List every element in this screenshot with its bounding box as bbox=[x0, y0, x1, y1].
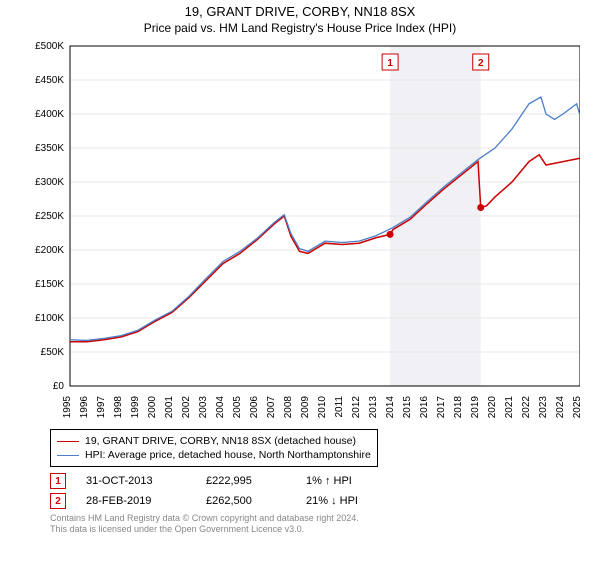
sale-row: 1 31-OCT-2013 £222,995 1% ↑ HPI bbox=[50, 473, 600, 489]
svg-text:£450K: £450K bbox=[35, 75, 64, 86]
svg-text:2004: 2004 bbox=[215, 396, 226, 419]
chart-subtitle: Price paid vs. HM Land Registry's House … bbox=[0, 21, 600, 35]
sale-date: 28-FEB-2019 bbox=[86, 495, 186, 507]
svg-text:2008: 2008 bbox=[283, 396, 294, 419]
svg-text:2018: 2018 bbox=[453, 396, 464, 419]
svg-text:2014: 2014 bbox=[385, 396, 396, 419]
svg-text:2012: 2012 bbox=[351, 396, 362, 419]
svg-text:1997: 1997 bbox=[96, 396, 107, 419]
sale-date: 31-OCT-2013 bbox=[86, 475, 186, 487]
svg-text:£200K: £200K bbox=[35, 245, 64, 256]
legend-row: 19, GRANT DRIVE, CORBY, NN18 8SX (detach… bbox=[57, 434, 371, 448]
line-chart: £0 £50K £100K £150K £200K £250K £300K £350K £400… bbox=[20, 41, 580, 421]
svg-text:2019: 2019 bbox=[470, 396, 481, 419]
legend-swatch bbox=[57, 455, 79, 456]
svg-text:£400K: £400K bbox=[35, 109, 64, 120]
svg-text:£350K: £350K bbox=[35, 143, 64, 154]
sale-vs-hpi: 1% ↑ HPI bbox=[306, 475, 352, 487]
svg-text:2009: 2009 bbox=[300, 396, 311, 419]
svg-text:2003: 2003 bbox=[198, 396, 209, 419]
svg-text:2005: 2005 bbox=[232, 396, 243, 419]
svg-text:2013: 2013 bbox=[368, 396, 379, 419]
sales-list: 1 31-OCT-2013 £222,995 1% ↑ HPI 2 28-FEB-2019… bbox=[50, 473, 600, 509]
svg-text:2016: 2016 bbox=[419, 396, 430, 419]
svg-text:2025: 2025 bbox=[572, 396, 580, 419]
svg-text:2: 2 bbox=[478, 58, 484, 69]
footer-line-2: This data is licensed under the Open Gov… bbox=[50, 524, 600, 535]
page-root: 19, GRANT DRIVE, CORBY, NN18 8SX Price p… bbox=[0, 4, 600, 564]
sale-marker: 2 bbox=[50, 493, 66, 509]
svg-text:2017: 2017 bbox=[436, 396, 447, 419]
sale-price: £222,995 bbox=[206, 475, 286, 487]
svg-text:2024: 2024 bbox=[555, 396, 566, 419]
legend: 19, GRANT DRIVE, CORBY, NN18 8SX (detach… bbox=[50, 429, 378, 467]
svg-text:1995: 1995 bbox=[62, 396, 73, 419]
chart-area: £0 £50K £100K £150K £200K £250K £300K £350K £400… bbox=[20, 41, 580, 421]
footer-attribution: Contains HM Land Registry data © Crown c… bbox=[50, 513, 600, 535]
svg-text:2021: 2021 bbox=[504, 396, 515, 419]
legend-label: HPI: Average price, detached house, Nort… bbox=[85, 448, 371, 462]
svg-text:2010: 2010 bbox=[317, 396, 328, 419]
svg-text:2006: 2006 bbox=[249, 396, 260, 419]
svg-text:1999: 1999 bbox=[130, 396, 141, 419]
svg-text:£100K: £100K bbox=[35, 313, 64, 324]
footer-line-1: Contains HM Land Registry data © Crown c… bbox=[50, 513, 600, 524]
svg-text:£0: £0 bbox=[53, 381, 65, 392]
svg-text:2015: 2015 bbox=[402, 396, 413, 419]
sale-row: 2 28-FEB-2019 £262,500 21% ↓ HPI bbox=[50, 493, 600, 509]
legend-swatch bbox=[57, 441, 79, 442]
svg-text:2000: 2000 bbox=[147, 396, 158, 419]
sale-price: £262,500 bbox=[206, 495, 286, 507]
legend-label: 19, GRANT DRIVE, CORBY, NN18 8SX (detach… bbox=[85, 434, 356, 448]
svg-text:2011: 2011 bbox=[334, 396, 345, 418]
svg-text:1: 1 bbox=[387, 58, 393, 69]
svg-text:2001: 2001 bbox=[164, 396, 175, 419]
svg-text:£150K: £150K bbox=[35, 279, 64, 290]
svg-text:1996: 1996 bbox=[79, 396, 90, 419]
svg-text:2023: 2023 bbox=[538, 396, 549, 419]
chart-title: 19, GRANT DRIVE, CORBY, NN18 8SX bbox=[0, 4, 600, 19]
svg-text:1998: 1998 bbox=[113, 396, 124, 419]
svg-text:2007: 2007 bbox=[266, 396, 277, 419]
svg-text:2022: 2022 bbox=[521, 396, 532, 419]
sale-vs-hpi: 21% ↓ HPI bbox=[306, 495, 358, 507]
svg-text:£250K: £250K bbox=[35, 211, 64, 222]
svg-text:2020: 2020 bbox=[487, 396, 498, 419]
svg-text:2002: 2002 bbox=[181, 396, 192, 419]
legend-row: HPI: Average price, detached house, Nort… bbox=[57, 448, 371, 462]
sale-marker: 1 bbox=[50, 473, 66, 489]
svg-text:£300K: £300K bbox=[35, 177, 64, 188]
svg-text:£50K: £50K bbox=[41, 347, 65, 358]
svg-text:£500K: £500K bbox=[35, 41, 64, 52]
